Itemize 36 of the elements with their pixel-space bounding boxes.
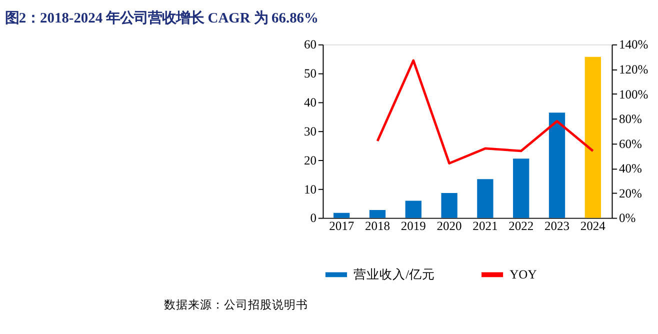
y-tick-label: 10 xyxy=(304,182,316,196)
y-tick-label: 0 xyxy=(310,211,316,226)
y2-tick-label: 40% xyxy=(618,162,642,176)
bar xyxy=(405,200,422,218)
y2-tick-label: 140% xyxy=(618,38,648,52)
x-tick-label: 2022 xyxy=(508,218,534,233)
bar xyxy=(334,212,350,218)
legend-label: 营业收入/亿元 xyxy=(354,268,436,282)
bar xyxy=(548,112,566,218)
x-tick-label: 2024 xyxy=(580,218,606,233)
x-tick-label: 2020 xyxy=(436,218,462,233)
y2-tick-label: 0% xyxy=(618,211,636,226)
y-tick-label: 50 xyxy=(304,66,316,81)
y-tick-label: 60 xyxy=(304,38,316,52)
y2-tick-label: 100% xyxy=(618,87,648,102)
x-tick-label: 2023 xyxy=(544,218,570,233)
bar xyxy=(369,210,386,218)
bar xyxy=(584,56,601,218)
y2-tick-label: 60% xyxy=(618,136,642,151)
bar xyxy=(441,192,458,218)
source-note: 数据来源：公司招股说明书 xyxy=(164,298,308,312)
y2-tick-label: 20% xyxy=(618,186,642,200)
y-tick-label: 30 xyxy=(304,124,316,138)
y2-tick-label: 120% xyxy=(618,62,648,77)
y-tick-label: 40 xyxy=(304,96,316,110)
text: 图2：2018-2024 年公司营收增长 CAGR 为 66.86% xyxy=(4,10,318,26)
y-tick-label: 20 xyxy=(304,153,316,168)
bar xyxy=(477,179,494,218)
x-tick-label: 2018 xyxy=(364,218,390,233)
legend-label: YOY xyxy=(510,268,537,282)
bar xyxy=(513,158,530,218)
x-tick-label: 2019 xyxy=(400,218,426,233)
x-tick-label: 2017 xyxy=(329,218,354,233)
x-tick-label: 2021 xyxy=(472,218,498,233)
line-series xyxy=(376,59,594,165)
y2-tick-label: 80% xyxy=(618,112,642,126)
